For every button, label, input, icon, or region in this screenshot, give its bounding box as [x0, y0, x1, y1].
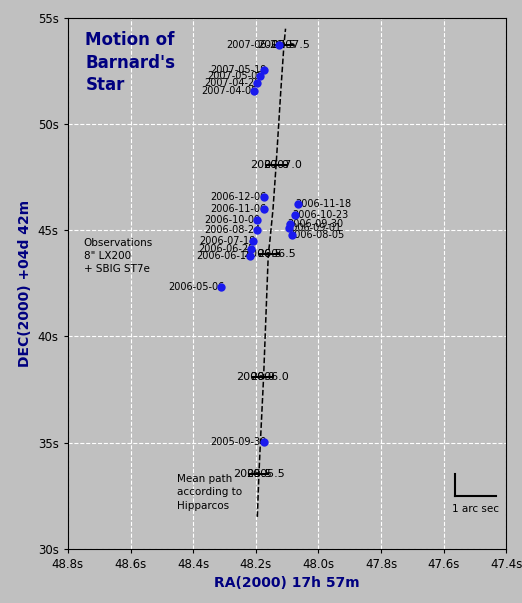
Text: 2005.5: 2005.5 [233, 470, 271, 479]
Text: 2007.5: 2007.5 [271, 40, 310, 49]
X-axis label: RA(2000) 17h 57m: RA(2000) 17h 57m [215, 576, 360, 590]
Text: 2007-04-28: 2007-04-28 [204, 78, 260, 88]
Text: 2006.0: 2006.0 [250, 372, 289, 382]
Text: 2006-08-24: 2006-08-24 [204, 226, 260, 235]
Text: 2007-04-05: 2007-04-05 [201, 86, 257, 96]
Text: 2006.5: 2006.5 [243, 248, 282, 259]
Text: 2006-05-06: 2006-05-06 [168, 282, 224, 292]
Text: 2006-06-25: 2006-06-25 [198, 244, 254, 254]
Text: 2006-11-18: 2006-11-18 [295, 199, 351, 209]
Y-axis label: DEC(2000) +04d 42m: DEC(2000) +04d 42m [18, 200, 32, 367]
Text: Mean path
according to
Hipparcos: Mean path according to Hipparcos [177, 474, 243, 511]
Text: 2005-09-30: 2005-09-30 [210, 437, 267, 447]
Text: 2006-10-09: 2006-10-09 [204, 215, 260, 225]
Text: 2006.0: 2006.0 [236, 372, 275, 382]
Text: 2006-09-01: 2006-09-01 [286, 223, 342, 233]
Text: 2007.0: 2007.0 [264, 160, 302, 169]
Text: 2006-09-30: 2006-09-30 [287, 219, 343, 229]
Text: Motion of
Barnard's
Star: Motion of Barnard's Star [86, 31, 175, 93]
Text: 2007-05-19: 2007-05-19 [210, 65, 267, 75]
Text: 2006-08-05: 2006-08-05 [289, 230, 345, 239]
Text: 2005.5: 2005.5 [246, 470, 285, 479]
Text: Observations
8" LX200
+ SBIG ST7e: Observations 8" LX200 + SBIG ST7e [84, 238, 153, 274]
Text: 2006-10-23: 2006-10-23 [292, 210, 348, 221]
Text: 2007.5: 2007.5 [258, 40, 296, 49]
Text: 2006-06-15: 2006-06-15 [196, 251, 253, 261]
Text: 2006-12-06: 2006-12-06 [210, 192, 267, 203]
Text: 2007-05-07: 2007-05-07 [207, 72, 264, 81]
Text: 2006-07-18: 2006-07-18 [199, 236, 256, 246]
Text: 2007-06-26: 2007-06-26 [226, 40, 282, 49]
Text: 2006-11-06: 2006-11-06 [210, 204, 267, 214]
Text: 2007.0: 2007.0 [250, 160, 289, 169]
Text: 1 arc sec: 1 arc sec [452, 504, 499, 514]
Text: 2006.5: 2006.5 [257, 248, 295, 259]
